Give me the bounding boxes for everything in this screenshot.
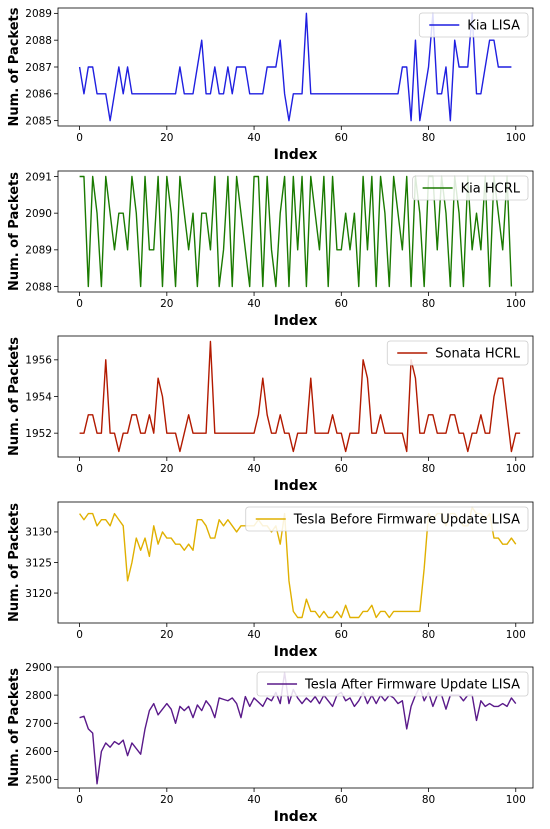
legend-box (256, 671, 529, 697)
x-tick-label: 20 (160, 794, 173, 806)
x-tick-label: 0 (76, 629, 83, 641)
chart-4: 0 20 40 60 80 100 3120 3125 3130 Index Num. of Pac… (7, 501, 534, 660)
y-tick-label: 2900 (25, 662, 52, 674)
legend-label: Tesla Before Firmware Update LISA (293, 513, 520, 528)
y-tick-label: 1954 (25, 391, 52, 403)
chart-2: 0 20 40 60 80 100 2088 2089 2090 2091 Index Num. of… (7, 170, 534, 329)
y-axis-label: Num. of Packets (7, 172, 22, 291)
x-axis-label: Index (274, 644, 318, 660)
chart-1: 0 20 40 60 80 100 2085 2086 2087 2088 2089 Index Num… (7, 7, 534, 163)
x-tick-label: 20 (160, 629, 173, 641)
y-tick-label: 1952 (25, 428, 52, 440)
x-axis-label: Index (274, 147, 318, 163)
x-tick-label: 60 (335, 298, 348, 310)
x-tick-label: 80 (422, 629, 435, 641)
x-tick-label: 60 (335, 463, 348, 475)
y-axis-label: Num. of Packets (7, 668, 22, 787)
x-tick-label: 100 (506, 794, 526, 806)
x-tick-label: 40 (247, 298, 260, 310)
x-tick-label: 0 (76, 463, 83, 475)
x-tick-label: 80 (422, 298, 435, 310)
y-tick-label: 2091 (25, 171, 52, 183)
x-tick-label: 80 (422, 132, 435, 144)
x-tick-label: 40 (247, 794, 260, 806)
legend-label: Sonata HCRL (435, 347, 520, 362)
legend: Kia HCRL (412, 175, 529, 201)
x-tick-label: 100 (506, 132, 526, 144)
y-tick-label: 2086 (25, 89, 52, 101)
x-tick-label: 60 (335, 794, 348, 806)
x-tick-label: 60 (335, 132, 348, 144)
plot-frame (57, 666, 534, 789)
x-tick-label: 40 (247, 132, 260, 144)
series-line (79, 671, 517, 785)
y-tick-label: 2088 (25, 281, 52, 293)
legend-label: Tesla After Firmware Update LISA (304, 678, 520, 693)
y-tick-label: 3125 (25, 557, 52, 569)
chart-5: 0 20 40 60 80 100 2500 2600 2700 2800 2900 Index Num… (7, 662, 534, 825)
y-tick-label: 2090 (25, 208, 52, 220)
plot-frame (57, 170, 534, 293)
y-tick-label: 2085 (25, 115, 52, 127)
x-axis-label: Index (274, 809, 318, 825)
y-tick-label: 3130 (25, 527, 52, 539)
y-tick-label: 2700 (25, 718, 52, 730)
series-line (79, 340, 521, 453)
y-tick-label: 3120 (25, 588, 52, 600)
legend: Tesla Before Firmware Update LISA (245, 506, 529, 532)
x-tick-label: 40 (247, 629, 260, 641)
x-axis-label: Index (274, 478, 318, 494)
x-tick-label: 100 (506, 629, 526, 641)
x-tick-label: 0 (76, 794, 83, 806)
y-tick-label: 2800 (25, 690, 52, 702)
legend-label: Kia HCRL (461, 182, 521, 197)
y-axis-label: Num. of Packets (7, 7, 22, 126)
y-tick-label: 1956 (25, 355, 52, 367)
y-tick-label: 2600 (25, 746, 52, 758)
legend: Sonata HCRL (386, 340, 529, 366)
legend-label: Kia LISA (467, 19, 520, 34)
legend-box (418, 12, 529, 38)
x-tick-label: 100 (506, 463, 526, 475)
x-tick-label: 60 (335, 629, 348, 641)
y-tick-label: 2087 (25, 62, 52, 74)
x-axis-label: Index (274, 313, 318, 329)
y-axis-label: Num. of Packets (7, 337, 22, 456)
y-tick-label: 2088 (25, 35, 52, 47)
x-tick-label: 100 (506, 298, 526, 310)
y-tick-label: 2500 (25, 774, 52, 786)
legend: Kia LISA (418, 12, 529, 38)
x-tick-label: 80 (422, 463, 435, 475)
x-tick-label: 20 (160, 463, 173, 475)
y-axis-label: Num. of Packets (7, 503, 22, 622)
x-tick-label: 0 (76, 298, 83, 310)
legend: Tesla After Firmware Update LISA (256, 671, 529, 697)
x-tick-label: 0 (76, 132, 83, 144)
x-tick-label: 20 (160, 298, 173, 310)
legend-box (245, 506, 529, 532)
series-line (79, 175, 513, 288)
y-tick-label: 2089 (25, 8, 52, 20)
legend-box (412, 175, 529, 201)
y-tick-label: 2089 (25, 245, 52, 257)
legend-box (386, 340, 529, 366)
x-tick-label: 20 (160, 132, 173, 144)
chart-3: 0 20 40 60 80 100 1952 1954 1956 Index Num. of Pac… (7, 335, 534, 494)
series-line (78, 12, 512, 122)
x-tick-label: 40 (247, 463, 260, 475)
x-tick-label: 80 (422, 794, 435, 806)
